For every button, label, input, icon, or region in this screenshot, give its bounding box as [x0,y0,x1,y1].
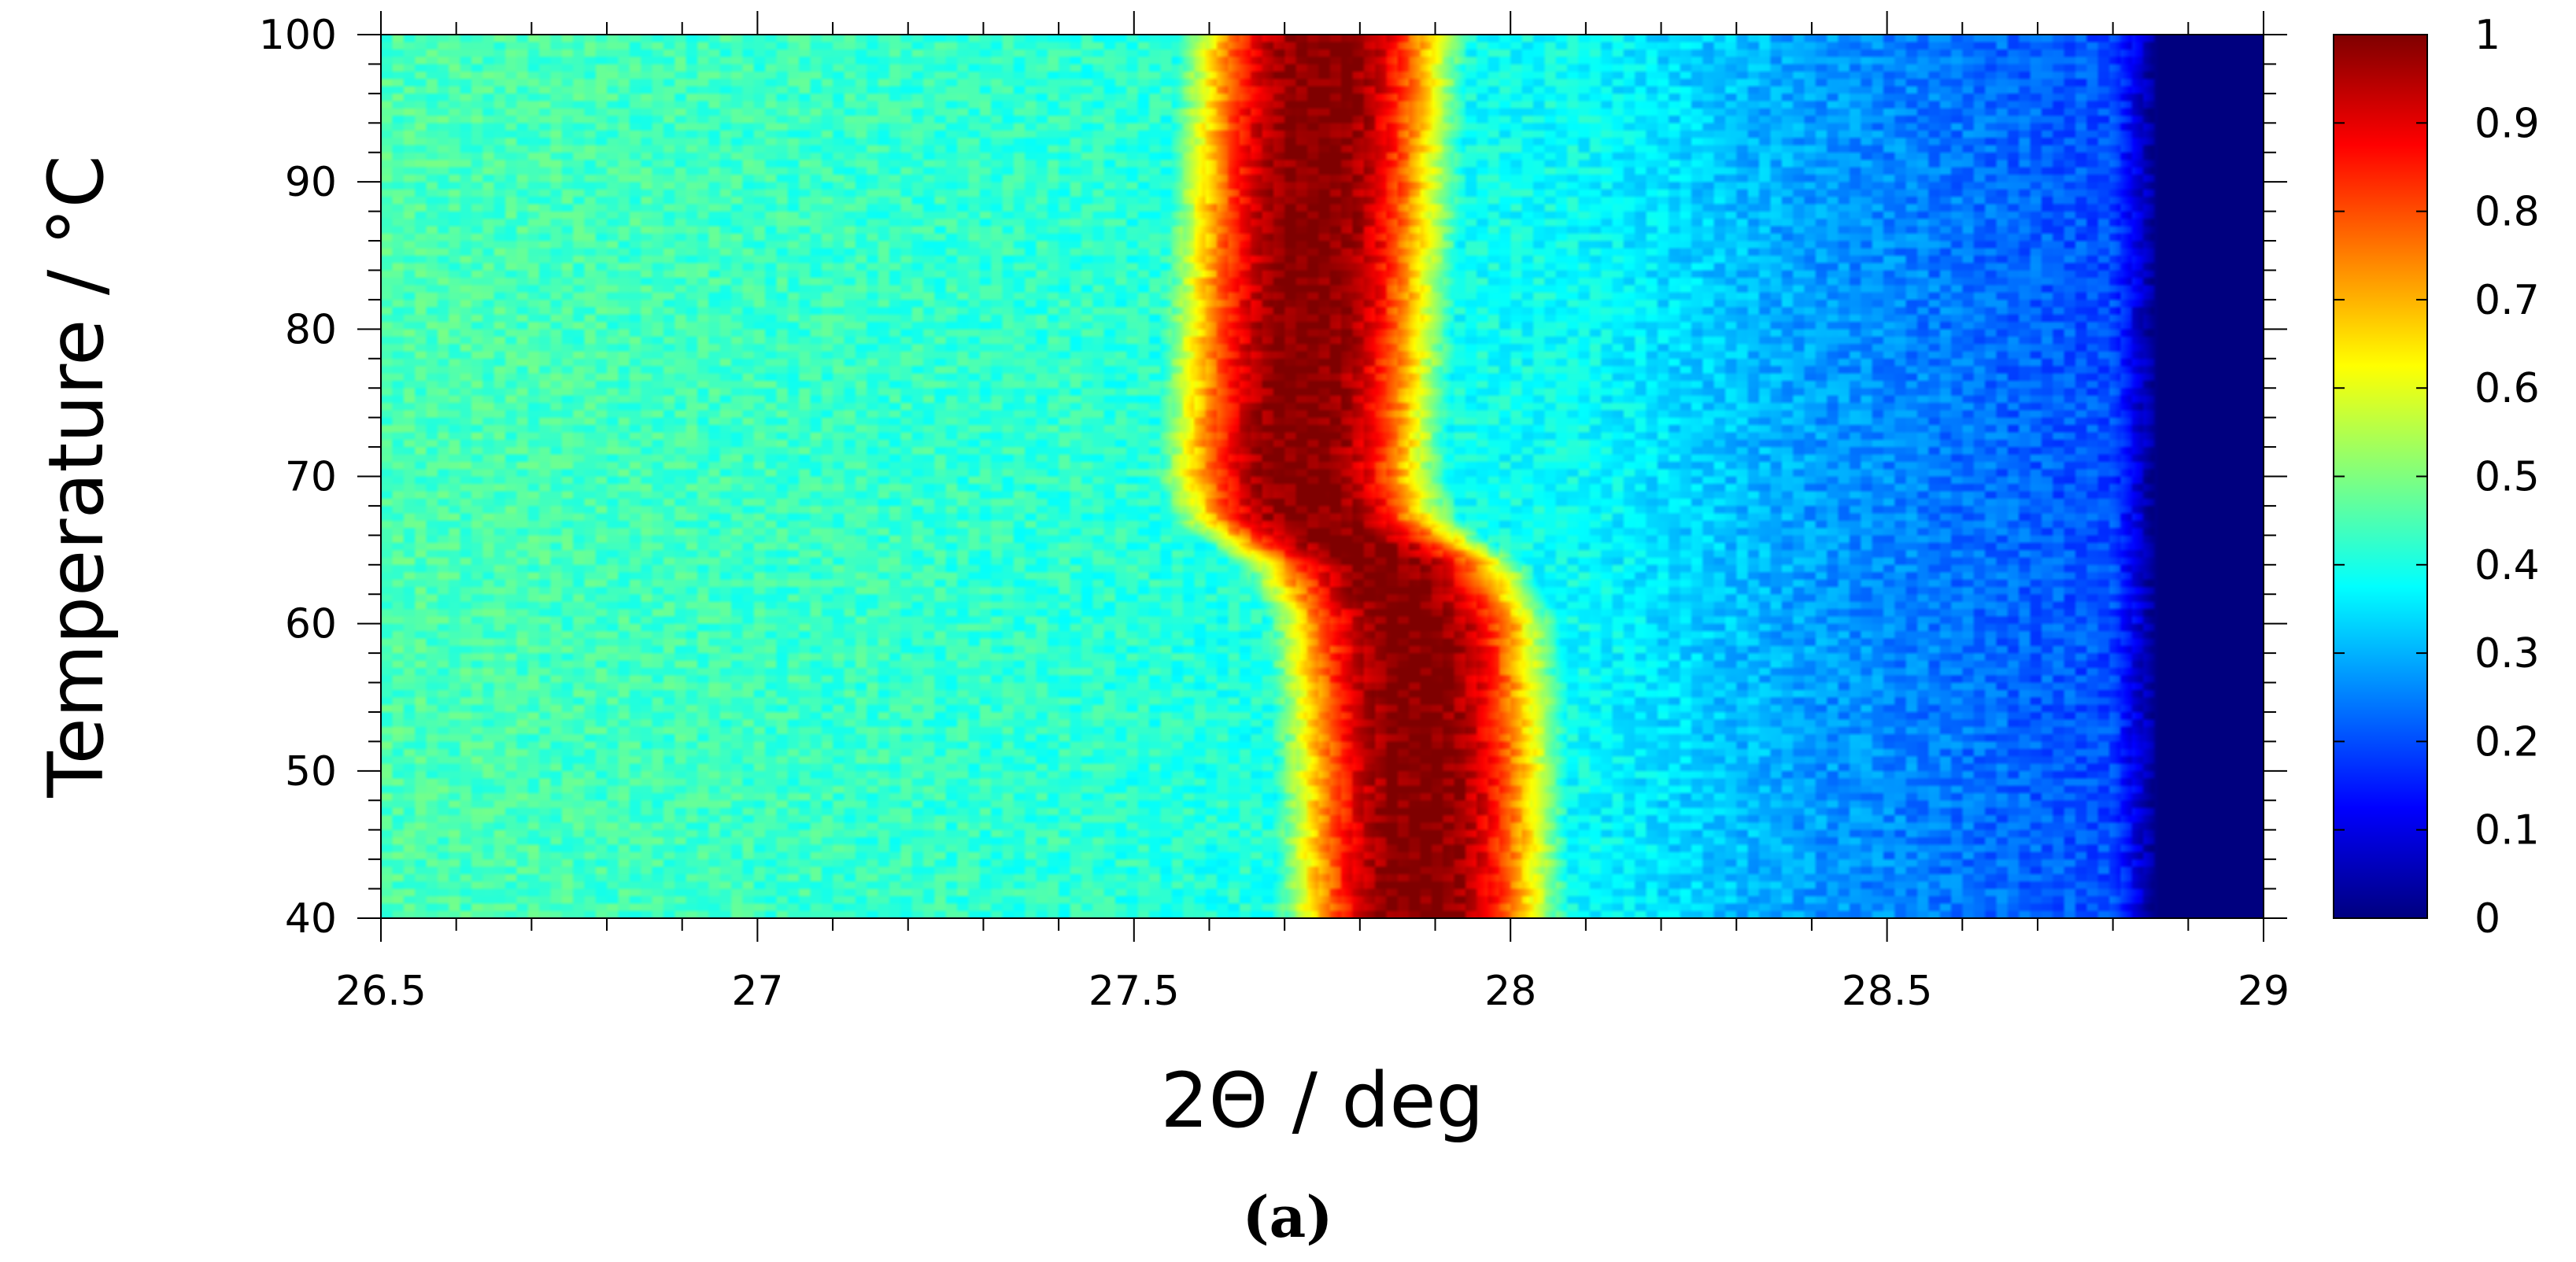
x-tick-label: 28.5 [1842,968,1933,1015]
colorbar-tick-label: 1 [2474,12,2500,59]
y-tick-label: 80 [285,306,337,353]
y-axis: 40 50 60 70 80 90 100 [259,12,2287,943]
colorbar-gradient [2333,34,2428,919]
colorbar-tick-label: 0.9 [2474,100,2540,147]
colorbar-tick-label: 0.1 [2474,807,2540,854]
colorbar-tick-label: 0.5 [2474,454,2540,501]
x-tick-label: 27 [731,968,783,1015]
x-axis: 26.5 27 27.5 28 28.5 29 [335,11,2290,1015]
colorbar-tick-label: 0.6 [2474,365,2540,412]
colorbar-tick-label: 0.2 [2474,718,2540,766]
colorbar-tick-label: 0 [2474,895,2500,943]
colorbar-tick-label: 0.8 [2474,189,2540,236]
y-tick-label: 70 [285,454,337,501]
colorbar-tick-label: 0.7 [2474,277,2540,324]
y-axis-title: Temperature / °C [32,155,120,799]
x-axis-title: 2Θ / deg [1161,1057,1484,1145]
x-tick-label: 29 [2238,968,2290,1015]
x-tick-label: 26.5 [335,968,427,1015]
colorbar: 0 0.1 0.2 0.3 0.4 0.5 0.6 0.7 0.8 0.9 1 [2333,12,2540,943]
x-tick-label: 27.5 [1088,968,1180,1015]
y-tick-label: 90 [285,159,337,206]
y-tick-label: 60 [285,601,337,648]
y-tick-label: 40 [285,895,337,943]
panel-label: (a) [1243,1183,1333,1250]
colorbar-tick-label: 0.4 [2474,542,2540,589]
x-tick-label: 28 [1484,968,1536,1015]
y-tick-label: 100 [259,12,337,59]
heatmap-raster [381,35,2264,918]
heatmap-image [381,35,2264,918]
colorbar-tick-label: 0.3 [2474,630,2540,677]
y-tick-label: 50 [285,748,337,795]
